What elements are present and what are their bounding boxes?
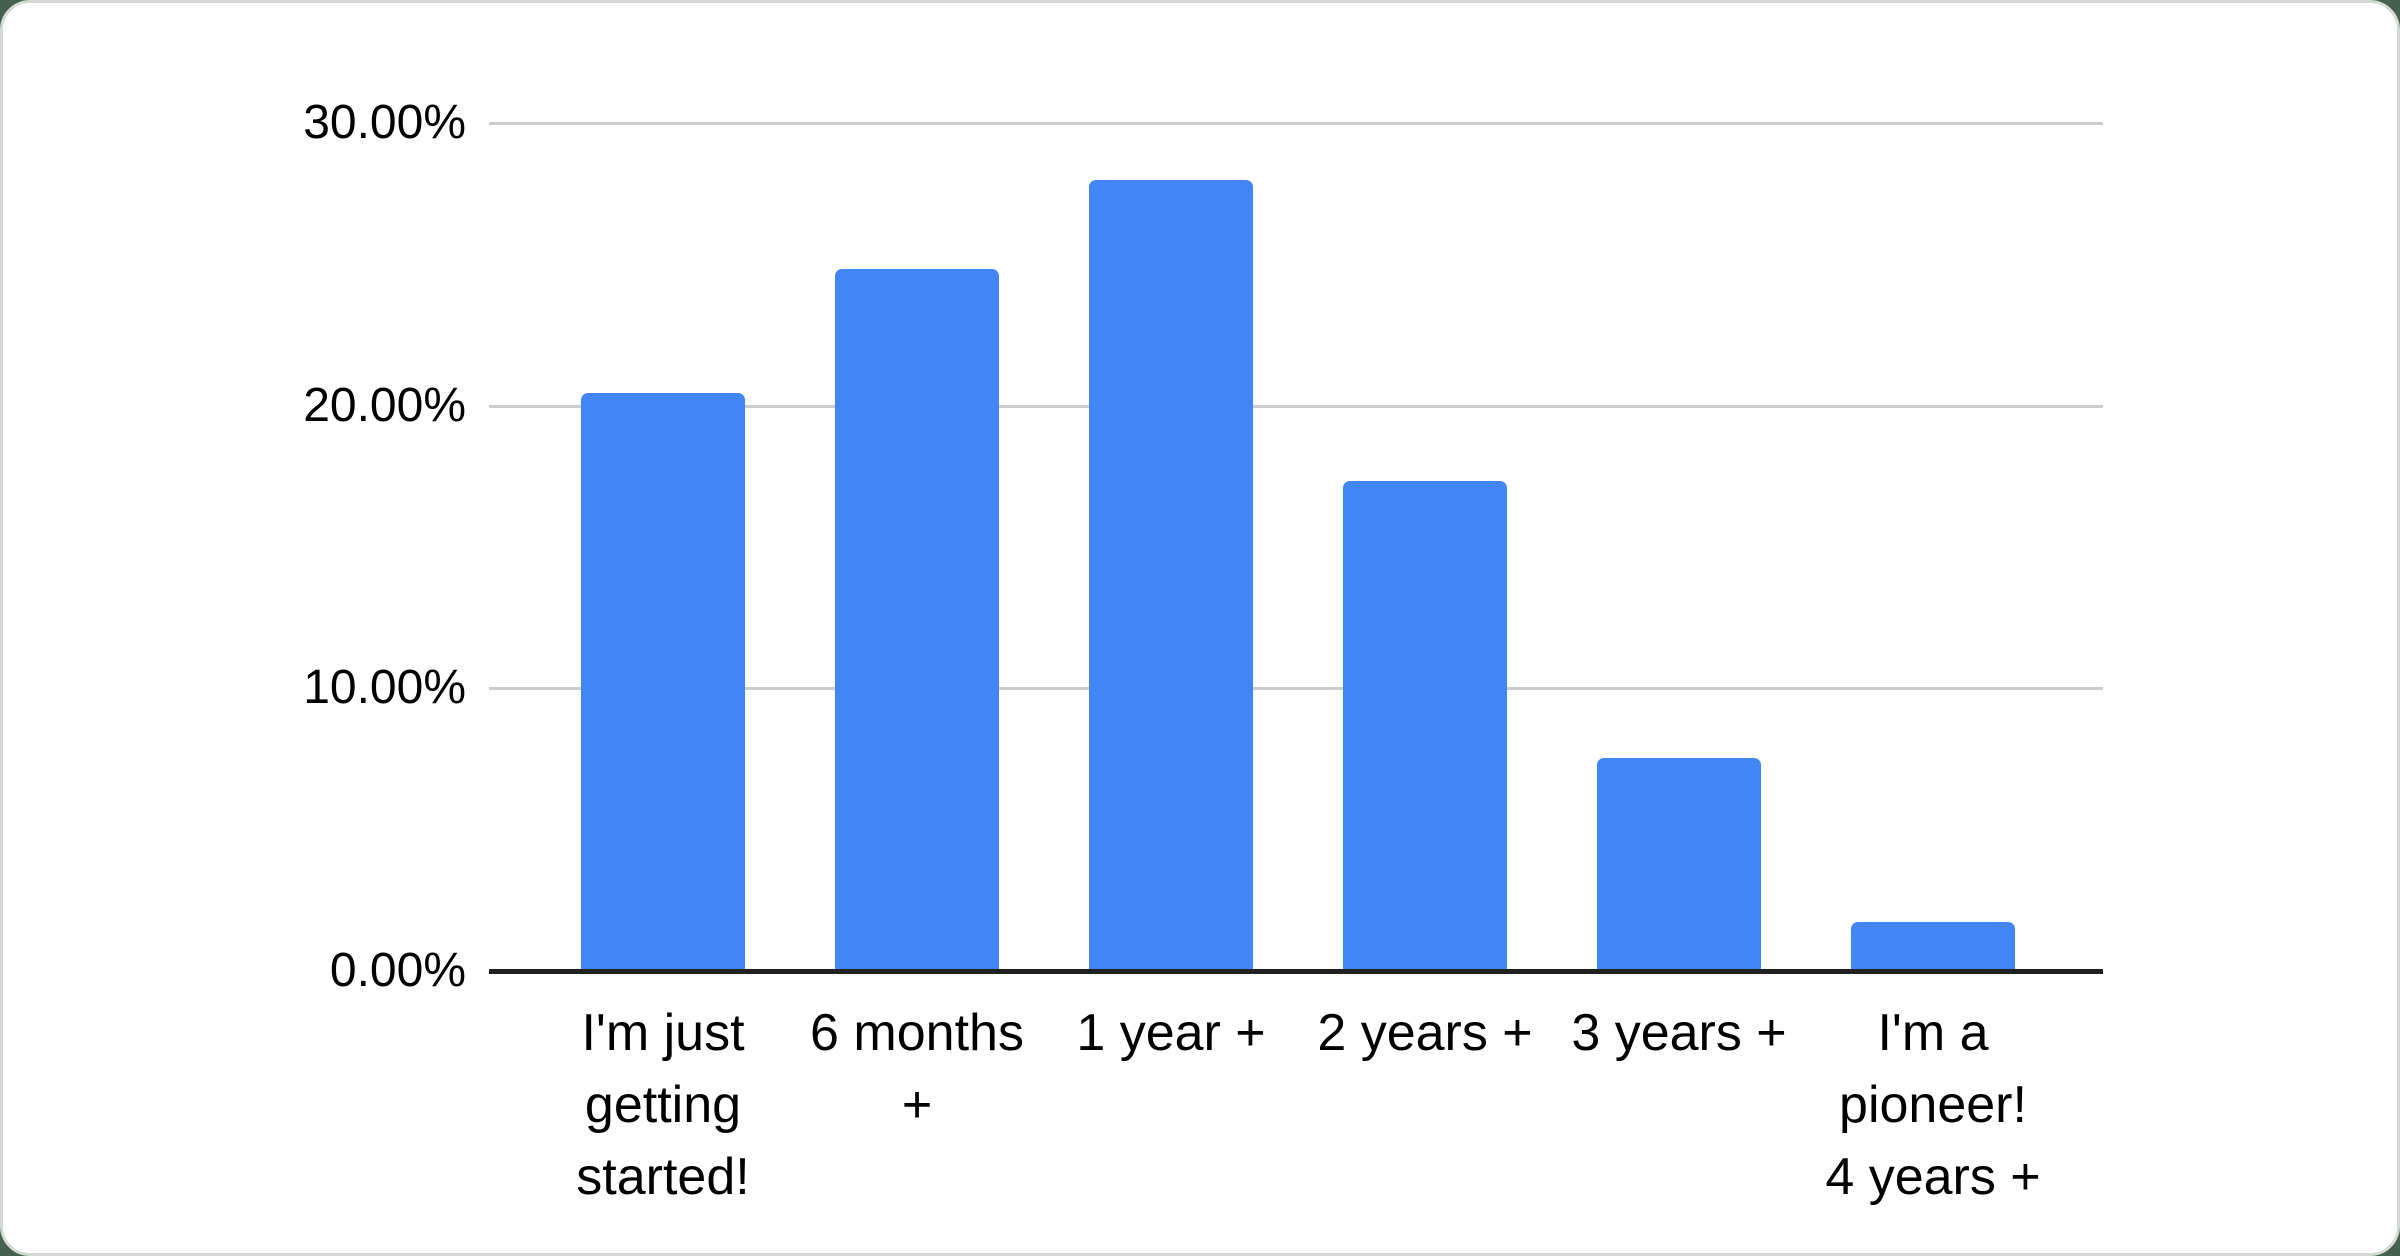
x-axis-category-label: 1 year +	[1076, 1004, 1266, 1062]
y-axis-tick-label: 0.00%	[329, 944, 466, 997]
x-axis-category-label: 2 years +	[1317, 1004, 1533, 1062]
bar-5	[1597, 758, 1761, 971]
y-gridline	[489, 687, 2103, 691]
x-axis-baseline	[489, 969, 2103, 974]
bar-6	[1851, 922, 2015, 971]
bar-2	[835, 269, 999, 971]
y-gridline	[489, 122, 2103, 125]
x-axis-category-label: 6 months +	[810, 1004, 1024, 1134]
y-gridline	[489, 404, 2103, 408]
bar-3	[1089, 180, 1253, 971]
y-axis-tick-label: 10.00%	[303, 661, 466, 715]
y-axis-tick-label: 30.00%	[303, 96, 466, 149]
x-axis-category-label: I'm a pioneer! 4 years +	[1825, 1004, 2041, 1206]
x-axis-category-label: I'm just getting started!	[576, 1004, 750, 1206]
y-axis-tick-label: 20.00%	[303, 378, 466, 432]
bar-4	[1343, 481, 1507, 971]
bar-1	[581, 393, 745, 971]
x-axis-category-label: 3 years +	[1571, 1004, 1787, 1062]
bar-chart-plot-area	[489, 122, 2103, 974]
